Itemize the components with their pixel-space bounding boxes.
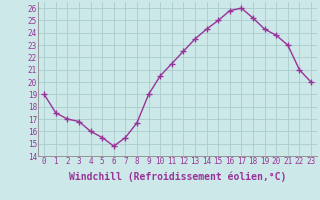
X-axis label: Windchill (Refroidissement éolien,°C): Windchill (Refroidissement éolien,°C)	[69, 172, 286, 182]
